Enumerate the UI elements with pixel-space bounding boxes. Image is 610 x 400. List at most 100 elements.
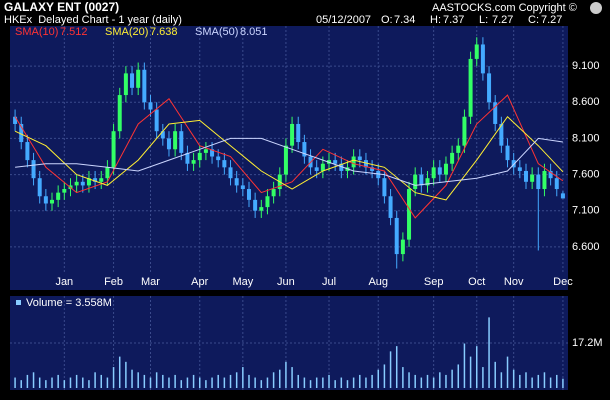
volume-bar bbox=[506, 356, 509, 388]
subtitle: HKEx Delayed Chart - 1 year (daily) bbox=[4, 14, 182, 26]
candle-body bbox=[185, 152, 190, 164]
candle-body bbox=[425, 178, 430, 186]
candle-body bbox=[222, 160, 227, 168]
x-tick-label: Nov bbox=[504, 276, 524, 288]
logo-icon bbox=[590, 2, 602, 14]
candle-body bbox=[111, 131, 116, 168]
volume-bar bbox=[192, 374, 195, 388]
volume-bar bbox=[494, 361, 496, 388]
volume-bar bbox=[88, 380, 90, 388]
volume-bar bbox=[242, 367, 244, 388]
volume-bar bbox=[451, 369, 453, 388]
y-tick-label: 8.100 bbox=[572, 132, 600, 144]
volume-bar bbox=[328, 374, 330, 388]
volume-bar bbox=[14, 377, 16, 388]
x-tick-label: Sep bbox=[424, 276, 444, 288]
volume-bar bbox=[57, 374, 59, 388]
volume-bar bbox=[389, 351, 392, 388]
volume-bar bbox=[112, 367, 115, 388]
candle-body bbox=[173, 131, 178, 150]
candle-body bbox=[271, 189, 276, 197]
candle-body bbox=[376, 170, 381, 179]
x-tick-label: Oct bbox=[468, 276, 485, 288]
candle-body bbox=[523, 170, 528, 182]
volume-bar bbox=[543, 372, 546, 388]
candle-body bbox=[25, 142, 30, 161]
volume-bar bbox=[131, 369, 133, 388]
candle-body bbox=[123, 73, 128, 96]
candle-body bbox=[265, 196, 270, 208]
volume-bar bbox=[32, 372, 35, 388]
volume-bar bbox=[180, 380, 183, 388]
volume-bar bbox=[352, 377, 355, 388]
volume-panel bbox=[10, 296, 568, 390]
volume-bar bbox=[439, 372, 441, 388]
x-tick-label: May bbox=[232, 276, 253, 288]
volume-bar bbox=[562, 378, 564, 388]
candle-body bbox=[86, 178, 91, 186]
volume-bar bbox=[346, 380, 349, 388]
legend-name: SMA(50) bbox=[195, 26, 238, 38]
candle-body bbox=[505, 145, 510, 161]
legend-value: 7.512 bbox=[60, 26, 88, 38]
candle-body bbox=[234, 178, 239, 186]
volume-bar bbox=[155, 372, 158, 388]
volume-bar bbox=[309, 380, 312, 388]
candle-body bbox=[560, 193, 565, 199]
title: GALAXY ENT (0027) bbox=[4, 0, 119, 14]
x-tick-label: Feb bbox=[104, 276, 123, 288]
candle-body bbox=[480, 44, 485, 74]
volume-bar bbox=[482, 367, 484, 388]
ohlc-label: H: bbox=[430, 14, 441, 26]
candle-body bbox=[166, 138, 171, 150]
candle-body bbox=[468, 58, 473, 117]
volume-bar bbox=[63, 380, 66, 388]
volume-bar bbox=[519, 374, 521, 388]
candle-body bbox=[148, 102, 153, 110]
volume-bar bbox=[402, 367, 404, 388]
volume-bar bbox=[285, 361, 287, 388]
candle-body bbox=[210, 149, 215, 157]
volume-bar bbox=[45, 380, 47, 388]
volume-bar bbox=[512, 369, 515, 388]
ohlc-value: 7.37 bbox=[443, 14, 464, 26]
candle-body bbox=[456, 145, 461, 153]
candle-body bbox=[136, 69, 141, 88]
price-panel bbox=[10, 26, 568, 290]
candle-body bbox=[259, 207, 264, 211]
candle-body bbox=[197, 152, 202, 161]
volume-bar bbox=[125, 361, 127, 388]
candle-body bbox=[499, 123, 504, 146]
candle-body bbox=[443, 163, 448, 175]
candle-body bbox=[413, 174, 418, 190]
candle-body bbox=[357, 156, 362, 161]
candle-body bbox=[431, 167, 436, 179]
volume-bar bbox=[168, 377, 170, 388]
volume-bar bbox=[260, 380, 263, 388]
volume-bar bbox=[414, 374, 416, 388]
ohlc-label: L: bbox=[479, 14, 488, 26]
volume-bar bbox=[340, 377, 343, 388]
candle-body bbox=[542, 170, 547, 190]
x-tick-label: Jun bbox=[277, 276, 295, 288]
volume-bar bbox=[69, 377, 72, 388]
candle-body bbox=[31, 160, 36, 179]
volume-bar bbox=[223, 377, 226, 388]
volume-bar bbox=[315, 377, 318, 388]
x-tick-label: Mar bbox=[141, 276, 160, 288]
volume-bar bbox=[445, 374, 447, 388]
legend-name: SMA(20) bbox=[105, 26, 148, 38]
x-tick-label: Aug bbox=[368, 276, 388, 288]
candle-body bbox=[437, 167, 442, 175]
candle-body bbox=[450, 152, 455, 164]
sma-line bbox=[15, 137, 563, 186]
candle-body bbox=[160, 131, 165, 139]
candle-body bbox=[314, 167, 319, 171]
volume-bar bbox=[377, 369, 380, 388]
candle-body bbox=[179, 131, 184, 153]
volume-bar bbox=[475, 346, 478, 388]
volume-bar bbox=[118, 356, 121, 388]
candle-body bbox=[50, 199, 55, 204]
candle-body bbox=[419, 174, 424, 186]
